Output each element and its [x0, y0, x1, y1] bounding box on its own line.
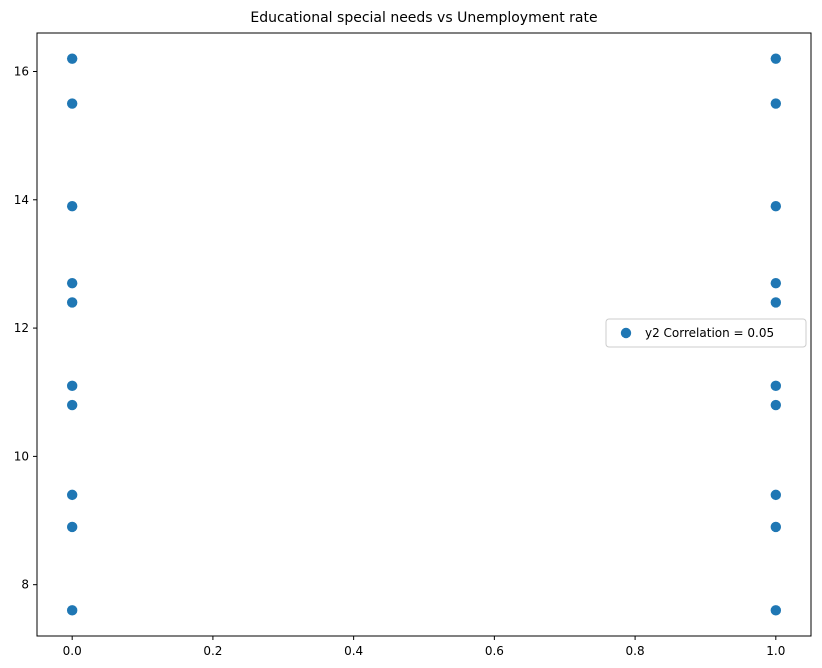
points-layer [66, 53, 782, 616]
y-tick-label: 10 [14, 449, 29, 463]
axes-layer: 0.0 0.2 0.4 0.6 0.8 1.0 8 10 12 14 16 [14, 32, 812, 658]
scatter-point [770, 98, 782, 109]
legend-marker [620, 327, 632, 339]
scatter-point [770, 605, 782, 616]
scatter-point [770, 201, 782, 212]
scatter-point [66, 98, 78, 109]
scatter-point [770, 489, 782, 501]
x-tick-label: 1.0 [766, 644, 785, 658]
axes-frame [36, 32, 812, 637]
x-tick-label: 0.8 [626, 644, 645, 658]
legend: y2 Correlation = 0.05 [605, 318, 807, 348]
x-tick-label: 0.2 [203, 644, 222, 658]
y-tick-label: 12 [14, 321, 29, 335]
scatter-point [66, 489, 78, 501]
scatter-point [66, 521, 78, 533]
scatter-point [770, 521, 782, 533]
scatter-point [66, 201, 78, 212]
scatter-point [770, 53, 782, 64]
y-tick-label: 8 [21, 578, 29, 592]
scatter-point [770, 380, 782, 392]
scatter-point [770, 399, 782, 411]
legend-box [605, 318, 807, 348]
scatter-point [770, 297, 782, 308]
scatter-point [66, 605, 78, 616]
scatter-point [66, 53, 78, 64]
scatter-point [66, 277, 78, 289]
x-tick-label: 0.0 [63, 644, 82, 658]
scatter-point [66, 297, 78, 308]
legend-label: y2 Correlation = 0.05 [645, 326, 774, 340]
y-tick-label: 14 [14, 193, 29, 207]
chart-title: Educational special needs vs Unemploymen… [250, 10, 597, 26]
x-tick-label: 0.4 [344, 644, 363, 658]
x-tick-label: 0.6 [485, 644, 504, 658]
y-tick-label: 16 [14, 64, 29, 78]
scatter-point [66, 399, 78, 411]
scatter-point [66, 380, 78, 392]
scatter-point [770, 277, 782, 289]
